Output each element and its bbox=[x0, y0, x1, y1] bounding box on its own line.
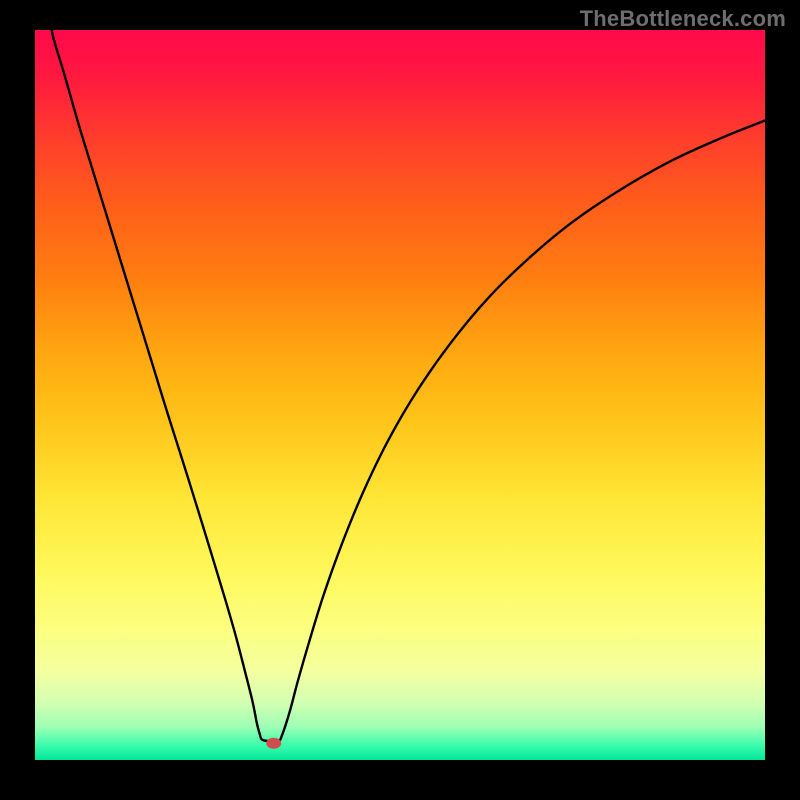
chart-container: { "watermark": { "text": "TheBottleneck.… bbox=[0, 0, 800, 800]
plot-background bbox=[35, 30, 765, 760]
watermark-text: TheBottleneck.com bbox=[580, 6, 786, 32]
chart-svg bbox=[0, 0, 800, 800]
valley-marker bbox=[266, 738, 281, 749]
